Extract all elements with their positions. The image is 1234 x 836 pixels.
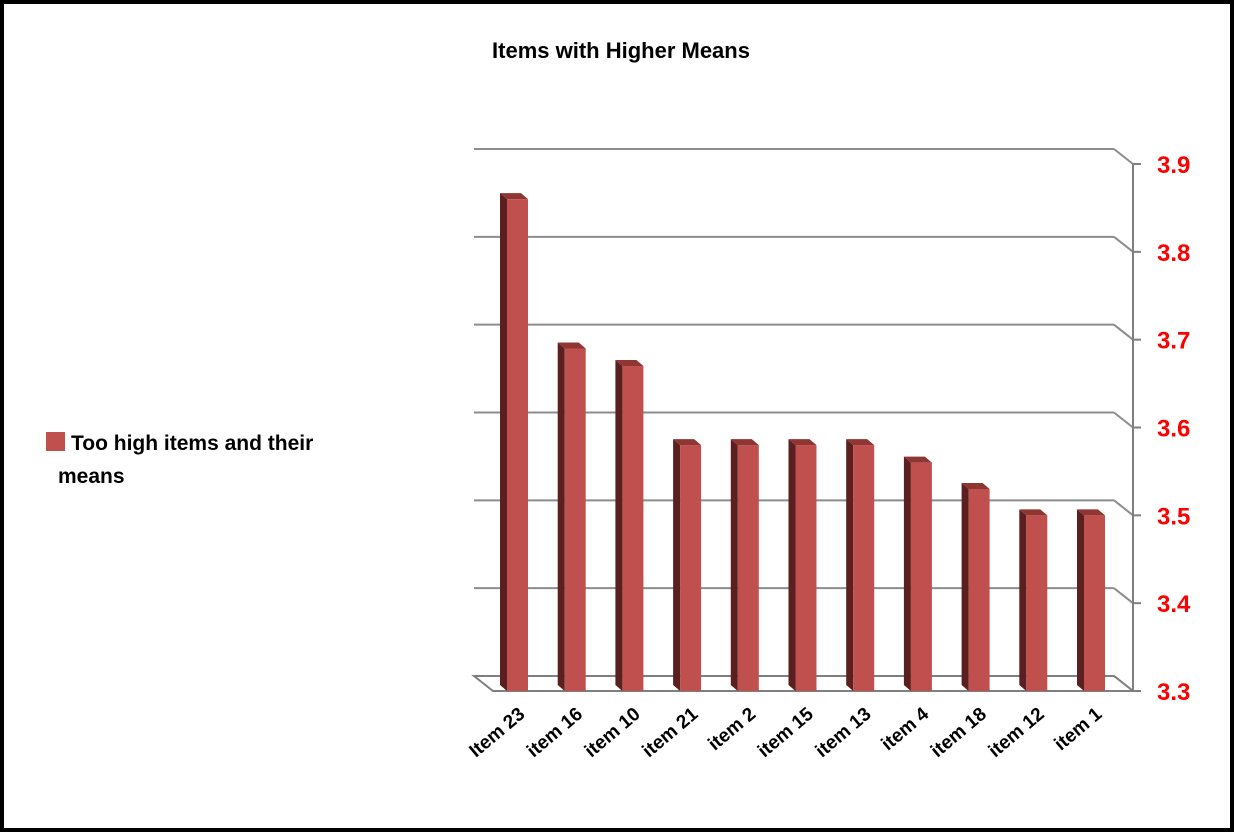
bar-item-13 bbox=[846, 439, 875, 691]
bar-side bbox=[903, 456, 911, 691]
y-tick-label: 3.5 bbox=[1157, 503, 1190, 530]
bar-top bbox=[730, 439, 759, 446]
bar-top bbox=[500, 193, 528, 200]
gridline-depth bbox=[1113, 148, 1134, 165]
bar-item-10 bbox=[615, 360, 644, 691]
bar-side bbox=[846, 439, 854, 691]
bar-top bbox=[615, 360, 644, 367]
bar-front bbox=[1084, 515, 1105, 691]
bar-item-4 bbox=[903, 456, 932, 691]
y-tick-label: 3.8 bbox=[1157, 240, 1190, 267]
bar-side bbox=[730, 439, 738, 691]
bars bbox=[500, 193, 1105, 691]
gridline-depth bbox=[1113, 587, 1134, 604]
legend: Too high items and their means bbox=[46, 432, 313, 488]
bar-side bbox=[788, 439, 796, 691]
bar-side bbox=[1077, 509, 1084, 691]
x-category-label: item 15 bbox=[754, 703, 818, 761]
bar-front bbox=[564, 348, 586, 691]
bar-item-15 bbox=[788, 439, 817, 691]
bar-front bbox=[853, 445, 875, 691]
y-tick-label: 3.4 bbox=[1157, 591, 1191, 618]
legend-swatch bbox=[46, 432, 65, 451]
bar-top bbox=[1077, 509, 1105, 516]
x-category-label: item 21 bbox=[639, 703, 703, 761]
bar-chart: Items with Higher Means 3.33.43.53.63.73… bbox=[46, 38, 1191, 762]
bar-top bbox=[557, 342, 586, 349]
x-category-label: item 1 bbox=[1051, 703, 1107, 755]
bar-front bbox=[680, 445, 702, 691]
bar-item-12 bbox=[1019, 509, 1048, 691]
bar-front bbox=[737, 445, 759, 691]
legend-label-line-2: means bbox=[58, 465, 125, 488]
bar-side bbox=[557, 342, 565, 691]
x-category-label: item 12 bbox=[985, 704, 1049, 762]
legend-label-line-1: Too high items and their bbox=[71, 432, 313, 455]
bar-top bbox=[846, 439, 875, 446]
gridline-depth bbox=[1113, 236, 1134, 253]
bar-front bbox=[507, 199, 528, 691]
bar-top bbox=[788, 439, 817, 446]
bar-front bbox=[1026, 515, 1048, 691]
x-category-label: item 13 bbox=[812, 704, 876, 762]
bar-item-1 bbox=[1077, 509, 1105, 691]
gridline-depth bbox=[1113, 411, 1134, 429]
bar-item-2 bbox=[730, 439, 759, 691]
y-tick-label: 3.3 bbox=[1157, 679, 1190, 706]
bar-side bbox=[500, 193, 507, 691]
y-axis-tick-labels: 3.3 3.4 3.5 3.6 3.7 3.8 3.9 bbox=[1157, 152, 1191, 706]
bar-top bbox=[1019, 509, 1048, 516]
bar-side bbox=[961, 482, 969, 691]
bar-item-16 bbox=[557, 342, 586, 691]
bar-top bbox=[903, 456, 932, 463]
x-category-label: Item 23 bbox=[466, 704, 530, 762]
bar-top bbox=[673, 439, 702, 446]
bar-top bbox=[961, 482, 990, 489]
bar-item-21 bbox=[673, 439, 702, 691]
bar-front bbox=[622, 366, 644, 691]
chart-title: Items with Higher Means bbox=[492, 38, 750, 63]
bar-item-23 bbox=[500, 193, 528, 691]
bar-side bbox=[615, 360, 623, 691]
gridline-depth bbox=[1113, 323, 1134, 341]
bar-side bbox=[1019, 509, 1027, 691]
x-category-label: item 18 bbox=[927, 704, 991, 762]
bar-side bbox=[673, 439, 681, 691]
x-category-label: item 16 bbox=[523, 704, 587, 762]
x-category-label: item 2 bbox=[704, 704, 760, 755]
bar-front bbox=[910, 462, 932, 691]
y-tick-label: 3.6 bbox=[1157, 416, 1190, 443]
bar-item-18 bbox=[961, 482, 990, 691]
bar-front bbox=[795, 445, 817, 691]
gridline-depth bbox=[1113, 499, 1134, 517]
bar-front bbox=[968, 488, 990, 691]
y-tick-label: 3.9 bbox=[1157, 152, 1190, 179]
x-category-label: item 10 bbox=[581, 704, 645, 762]
x-category-label: item 4 bbox=[878, 703, 934, 755]
y-tick-label: 3.7 bbox=[1157, 328, 1190, 355]
